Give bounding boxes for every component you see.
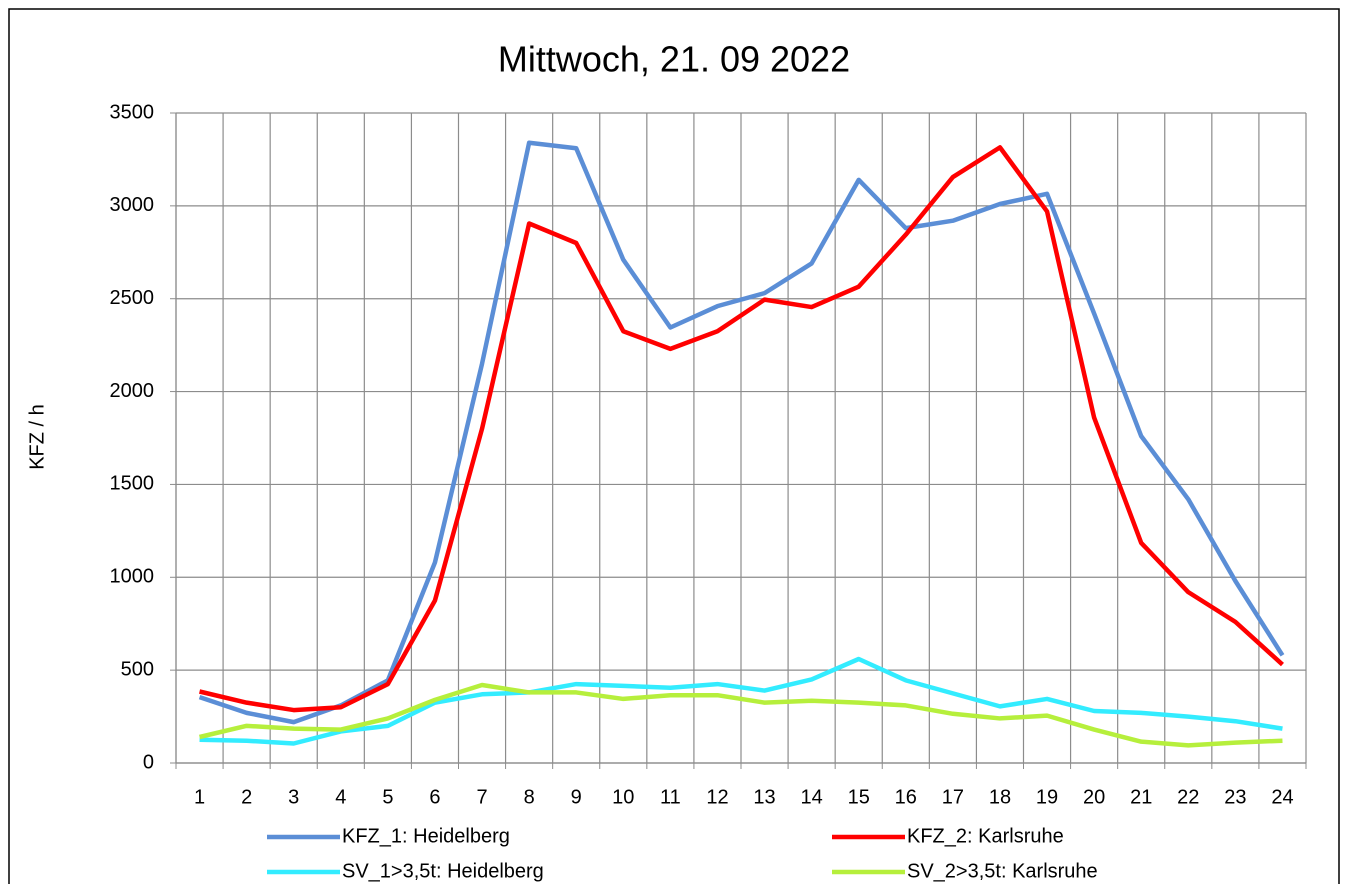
- y-axis-label: KFZ / h: [26, 404, 48, 470]
- series-line: [199, 656, 1283, 746]
- x-tick-label: 13: [753, 786, 775, 808]
- y-tick-label: 1000: [110, 566, 155, 588]
- y-tick-label: 3500: [110, 101, 155, 123]
- x-tick-label: 22: [1177, 786, 1199, 808]
- x-tick-label: 5: [382, 786, 393, 808]
- x-tick-label: 2: [241, 786, 252, 808]
- x-tick-label: 17: [942, 786, 964, 808]
- x-tick-label: 7: [476, 786, 487, 808]
- series-line: [199, 145, 1284, 713]
- x-tick-label: 21: [1130, 786, 1152, 808]
- x-tick-label: 3: [288, 786, 299, 808]
- y-tick-label: 2500: [110, 287, 155, 309]
- x-tick-label: 16: [895, 786, 917, 808]
- x-tick-label: 15: [848, 786, 870, 808]
- legend-label: KFZ_1: Heidelberg: [342, 825, 510, 847]
- legend-label: SV_1>3,5t: Heidelberg: [342, 860, 544, 882]
- legend-label: SV_2>3,5t: Karlsruhe: [907, 860, 1098, 882]
- x-tick-label: 8: [524, 786, 535, 808]
- x-tick-label: 4: [335, 786, 346, 808]
- y-tick-label: 1500: [110, 473, 155, 495]
- series-line: [199, 682, 1283, 748]
- x-tick-label: 23: [1224, 786, 1246, 808]
- y-tick-label: 2000: [110, 380, 155, 402]
- x-tick-label: 12: [706, 786, 728, 808]
- y-tick-label: 3000: [110, 194, 155, 216]
- x-tick-label: 6: [429, 786, 440, 808]
- x-tick-label: 24: [1271, 786, 1293, 808]
- legend-label: KFZ_2: Karlsruhe: [907, 825, 1064, 847]
- x-tick-label: 11: [660, 786, 681, 808]
- x-tick-label: 19: [1036, 786, 1058, 808]
- x-tick-label: 9: [571, 786, 582, 808]
- chart-title: Mittwoch, 21. 09 2022: [498, 39, 850, 80]
- x-tick-label: 1: [194, 786, 205, 808]
- y-tick-label: 0: [143, 751, 154, 773]
- y-tick-label: 500: [121, 658, 154, 680]
- x-tick-label: 20: [1083, 786, 1105, 808]
- chart-border: [8, 8, 1340, 884]
- series-line: [198, 140, 1285, 725]
- x-tick-label: 18: [989, 786, 1011, 808]
- x-tick-label: 14: [801, 786, 823, 808]
- x-tick-label: 10: [612, 786, 634, 808]
